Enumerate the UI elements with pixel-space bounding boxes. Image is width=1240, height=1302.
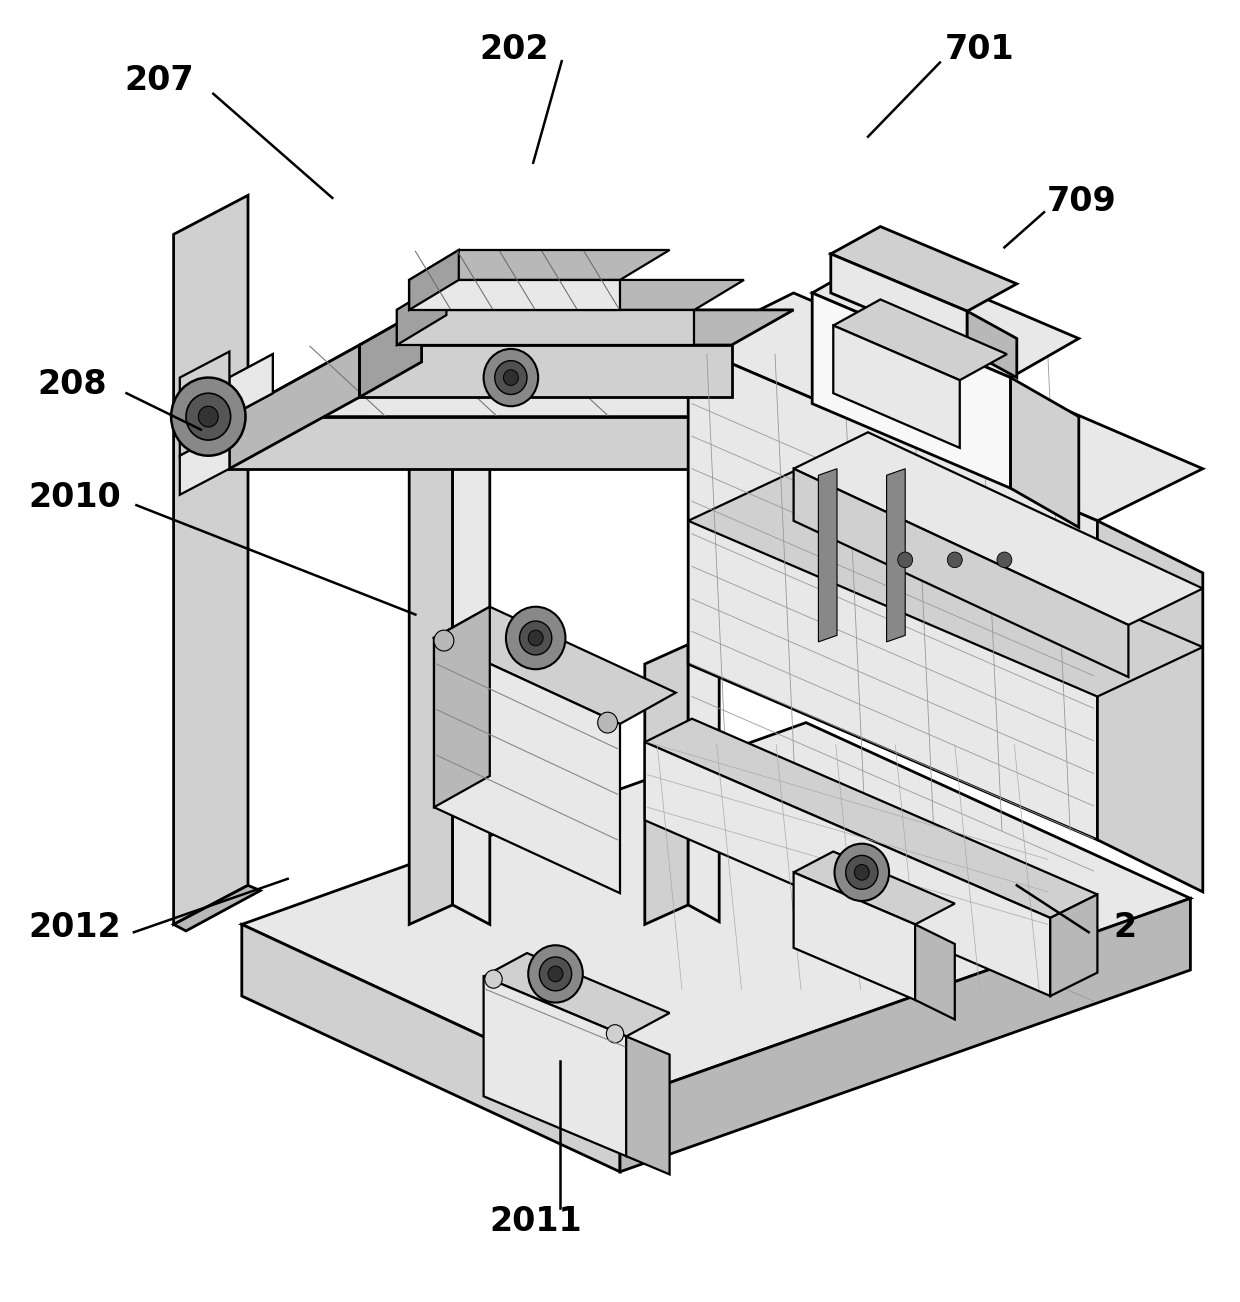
Polygon shape — [229, 354, 273, 417]
Text: 202: 202 — [480, 33, 549, 66]
Circle shape — [539, 957, 572, 991]
Text: 2: 2 — [1114, 910, 1136, 944]
Polygon shape — [1011, 378, 1079, 527]
Text: 2012: 2012 — [29, 910, 120, 944]
Circle shape — [606, 1025, 624, 1043]
Polygon shape — [818, 469, 837, 642]
Text: 208: 208 — [37, 367, 107, 401]
Polygon shape — [192, 354, 273, 436]
Polygon shape — [626, 1036, 670, 1174]
Polygon shape — [229, 417, 800, 469]
Polygon shape — [688, 644, 719, 922]
Text: 207: 207 — [124, 64, 193, 98]
Polygon shape — [397, 280, 446, 345]
Polygon shape — [794, 852, 955, 924]
Polygon shape — [688, 293, 1203, 521]
Polygon shape — [833, 326, 960, 448]
Polygon shape — [645, 644, 688, 924]
Polygon shape — [794, 432, 1203, 625]
Circle shape — [528, 630, 543, 646]
Circle shape — [548, 966, 563, 982]
Text: 2011: 2011 — [490, 1204, 582, 1238]
Polygon shape — [967, 311, 1017, 378]
Polygon shape — [360, 310, 794, 345]
Circle shape — [598, 712, 618, 733]
Polygon shape — [242, 723, 1190, 1100]
Polygon shape — [397, 310, 694, 345]
Circle shape — [898, 552, 913, 568]
Polygon shape — [1097, 521, 1203, 892]
Polygon shape — [229, 345, 360, 469]
Polygon shape — [831, 254, 967, 350]
Polygon shape — [484, 976, 626, 1156]
Polygon shape — [645, 719, 1097, 918]
Circle shape — [503, 370, 518, 385]
Polygon shape — [434, 638, 620, 893]
Polygon shape — [409, 250, 459, 310]
Polygon shape — [484, 953, 670, 1036]
Polygon shape — [794, 872, 915, 1000]
Circle shape — [947, 552, 962, 568]
Polygon shape — [174, 885, 260, 931]
Text: 2010: 2010 — [29, 480, 120, 514]
Circle shape — [854, 865, 869, 880]
Text: 709: 709 — [1047, 185, 1116, 219]
Circle shape — [835, 844, 889, 901]
Circle shape — [528, 945, 583, 1003]
Circle shape — [484, 349, 538, 406]
Polygon shape — [409, 280, 620, 310]
Polygon shape — [397, 280, 744, 310]
Polygon shape — [645, 742, 1050, 996]
Polygon shape — [434, 607, 676, 724]
Polygon shape — [620, 898, 1190, 1172]
Polygon shape — [833, 299, 1007, 380]
Polygon shape — [812, 254, 1079, 378]
Polygon shape — [360, 345, 732, 397]
Polygon shape — [180, 352, 229, 456]
Polygon shape — [192, 378, 229, 436]
Polygon shape — [831, 227, 1017, 311]
Circle shape — [171, 378, 246, 456]
Polygon shape — [409, 371, 453, 924]
Circle shape — [485, 970, 502, 988]
Polygon shape — [180, 430, 229, 495]
Polygon shape — [794, 469, 1128, 677]
Circle shape — [506, 607, 565, 669]
Polygon shape — [915, 924, 955, 1019]
Polygon shape — [453, 371, 490, 924]
Circle shape — [520, 621, 552, 655]
Polygon shape — [409, 250, 670, 280]
Polygon shape — [688, 471, 1203, 697]
Polygon shape — [887, 469, 905, 642]
Polygon shape — [434, 607, 490, 807]
Circle shape — [495, 361, 527, 395]
Polygon shape — [360, 310, 422, 397]
Circle shape — [198, 406, 218, 427]
Polygon shape — [688, 345, 1097, 840]
Polygon shape — [229, 345, 930, 417]
Circle shape — [186, 393, 231, 440]
Circle shape — [434, 630, 454, 651]
Circle shape — [997, 552, 1012, 568]
Text: 701: 701 — [945, 33, 1014, 66]
Polygon shape — [242, 924, 620, 1172]
Polygon shape — [174, 195, 248, 924]
Polygon shape — [1050, 894, 1097, 996]
Polygon shape — [812, 293, 1011, 488]
Circle shape — [846, 855, 878, 889]
